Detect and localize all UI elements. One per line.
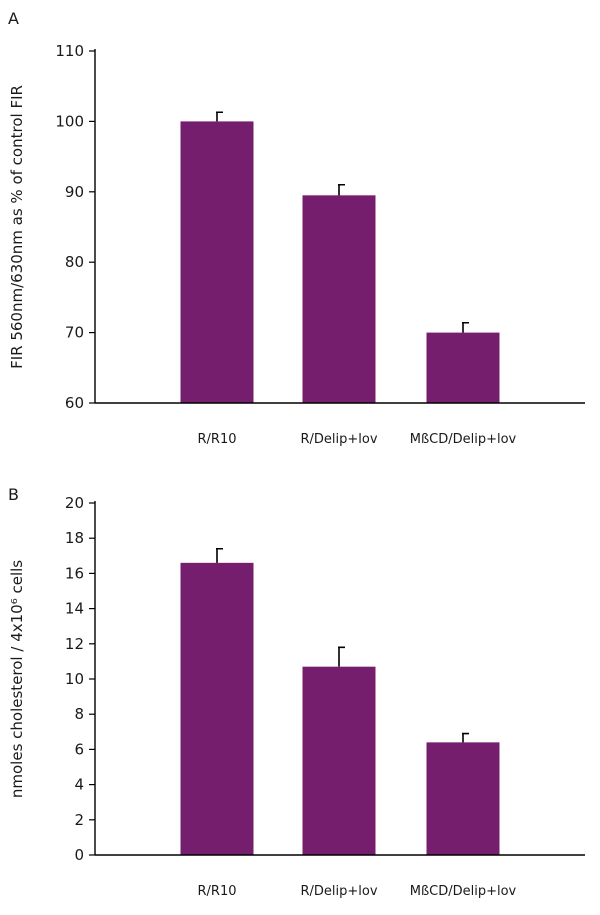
y-tick-label: 14 <box>65 600 84 618</box>
y-tick-label: 70 <box>65 324 84 342</box>
y-tick-label: 4 <box>74 776 84 794</box>
y-tick-label: 2 <box>74 811 84 829</box>
y-tick-label: 16 <box>65 564 84 582</box>
x-category-label-2: R/Delip+lov <box>300 432 377 447</box>
x-category-label-3: MßCD/Delip+lov <box>410 432 517 447</box>
error-bar-1 <box>216 547 223 563</box>
panel-label: A <box>8 9 19 28</box>
y-tick-label: 10 <box>65 670 84 688</box>
x-category-label-1: R/R10 <box>198 432 237 447</box>
y-tick-label: 60 <box>65 394 84 412</box>
y-tick-label: 90 <box>65 183 84 201</box>
error-bar-3 <box>462 321 469 333</box>
y-tick-label: 0 <box>74 846 84 864</box>
x-category-label-1: R/R10 <box>198 884 237 899</box>
bar-2 <box>302 195 376 403</box>
y-tick-label: 18 <box>65 529 84 547</box>
error-bar-2 <box>338 646 345 667</box>
bar-1 <box>180 121 254 404</box>
error-bar-2 <box>338 183 345 196</box>
y-tick-label: 110 <box>55 42 84 60</box>
y-tick-label: 8 <box>74 705 84 723</box>
bar-3 <box>426 742 500 855</box>
x-category-label-2: R/Delip+lov <box>300 884 377 899</box>
y-axis-title: nmoles cholesterol / 4x10⁶ cells <box>8 560 26 798</box>
x-category-label-3: MßCD/Delip+lov <box>410 884 517 899</box>
y-tick-label: 80 <box>65 253 84 271</box>
bar-1 <box>180 562 254 855</box>
y-axis-title: FIR 560nm/630nm as % of control FIR <box>8 85 26 369</box>
error-bar-3 <box>462 732 469 743</box>
y-tick-label: 100 <box>55 112 84 130</box>
panel-label: B <box>8 485 19 504</box>
error-bar-1 <box>216 111 223 122</box>
y-tick-label: 6 <box>74 740 84 758</box>
bar-3 <box>426 332 500 403</box>
y-tick-label: 20 <box>65 494 84 512</box>
y-tick-label: 12 <box>65 635 84 653</box>
chart-panel-a: A FIR 560nm/630nm as % of control FIR 60 70… <box>8 9 585 447</box>
bar-2 <box>302 666 376 855</box>
